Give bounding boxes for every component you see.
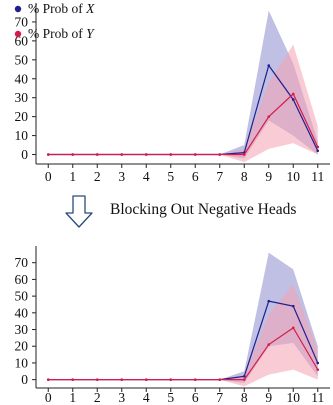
x-tick-label: 5 (167, 390, 174, 405)
series-1-point (95, 378, 99, 381)
x-tick-label: 9 (265, 169, 272, 184)
series-0-confidence-band (48, 10, 318, 159)
x-tick-label: 1 (69, 390, 76, 405)
y-tick-label: 70 (15, 14, 29, 29)
y-tick-label: 0 (21, 147, 28, 162)
series-1-point (193, 153, 197, 156)
series-1-point (120, 378, 124, 381)
legend-label: % Prob of X (28, 1, 95, 16)
series-1-point (46, 153, 50, 156)
series-1-point (71, 378, 75, 381)
series-1-point (218, 153, 222, 156)
series-1-point (242, 378, 246, 381)
y-tick-label: 20 (15, 109, 29, 124)
x-tick-label: 4 (143, 390, 150, 405)
x-tick-label: 11 (311, 169, 324, 184)
x-tick-label: 4 (143, 169, 150, 184)
x-tick-label: 2 (94, 390, 101, 405)
y-tick-label: 50 (15, 52, 29, 67)
series-1-point (267, 343, 271, 346)
down-arrow-outline-icon (65, 195, 93, 228)
series-1-point (169, 153, 173, 156)
y-tick-label: 60 (15, 272, 29, 287)
series-1-point (242, 153, 246, 156)
legend-marker (14, 30, 22, 38)
y-tick-label: 50 (15, 289, 29, 304)
y-tick-label: 30 (15, 322, 29, 337)
series-0-point (242, 375, 246, 378)
series-1-point (291, 92, 295, 96)
series-0-point (267, 64, 271, 67)
y-tick-label: 40 (15, 71, 29, 86)
x-tick-label: 10 (287, 169, 301, 184)
series-1-point (71, 153, 75, 156)
y-tick-label: 10 (15, 128, 29, 143)
x-tick-label: 8 (241, 169, 248, 184)
caption: Blocking Out Negative Heads (65, 195, 296, 228)
y-tick-label: 10 (15, 355, 29, 370)
x-tick-label: 7 (216, 169, 223, 184)
x-tick-label: 7 (216, 390, 223, 405)
series-1-point (193, 378, 197, 381)
series-0-confidence-band (48, 252, 318, 383)
y-tick-label: 30 (15, 90, 29, 105)
legend-marker (14, 5, 22, 13)
series-0-point (291, 304, 295, 308)
x-tick-label: 0 (45, 169, 52, 184)
x-tick-label: 11 (311, 390, 324, 405)
x-tick-label: 6 (192, 390, 199, 405)
series-1-confidence-band (48, 284, 318, 387)
x-tick-label: 2 (94, 169, 101, 184)
series-1-line (48, 92, 319, 156)
series-0-point (267, 299, 271, 303)
y-tick-label: 20 (15, 339, 29, 354)
legend-label: % Prob of Y (28, 26, 95, 41)
caption-text: Blocking Out Negative Heads (110, 201, 296, 218)
series-0-point (316, 149, 320, 153)
series-1-point (267, 115, 271, 118)
series-1-point (218, 378, 222, 381)
x-tick-label: 9 (265, 390, 272, 405)
x-tick-label: 3 (118, 390, 125, 405)
series-1-line (48, 327, 319, 381)
x-tick-label: 0 (45, 390, 52, 405)
y-tick-label: 40 (15, 305, 29, 320)
x-tick-label: 6 (192, 169, 199, 184)
y-tick-label: 0 (21, 372, 28, 387)
series-0-point (316, 361, 320, 365)
series-1-point (169, 378, 173, 381)
x-tick-label: 5 (167, 169, 174, 184)
legend: % Prob of X % Prob of Y (14, 1, 95, 41)
series-1-point (291, 326, 295, 330)
x-tick-label: 3 (118, 169, 125, 184)
series-1-point (120, 153, 124, 156)
x-tick-label: 10 (287, 390, 301, 405)
series-1-point (316, 368, 320, 371)
series-1-point (144, 378, 148, 381)
series-1-point (46, 378, 50, 381)
series-1-point (144, 153, 148, 156)
x-tick-label: 8 (241, 390, 248, 405)
y-tick-label: 70 (15, 255, 29, 270)
series-0-point (291, 98, 295, 101)
series-1-point (316, 145, 320, 149)
series-1-point (95, 153, 99, 156)
x-tick-label: 1 (69, 169, 76, 184)
